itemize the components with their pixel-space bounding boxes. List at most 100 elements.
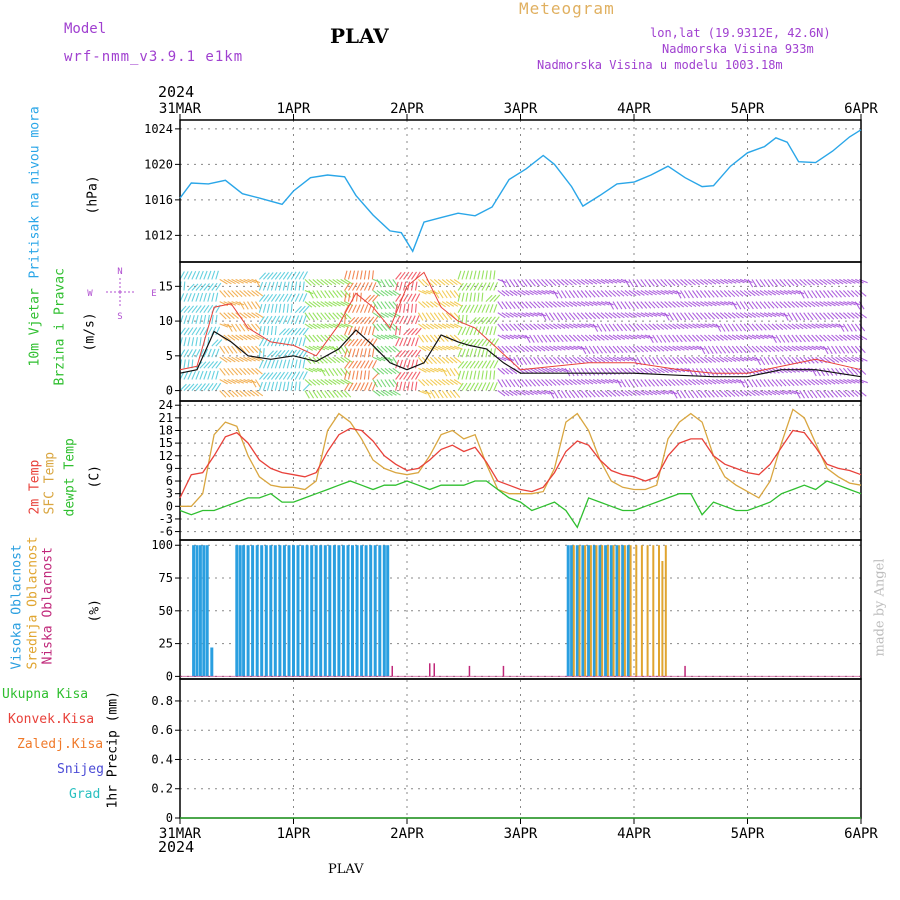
wind-barb — [328, 278, 337, 286]
wind-barb — [827, 356, 836, 363]
wind-barb — [332, 301, 341, 307]
wind-barb — [700, 323, 709, 329]
wind-barb — [223, 345, 230, 354]
wind-barb — [699, 345, 706, 355]
wind-barb — [572, 334, 581, 342]
wind-barb — [672, 312, 679, 321]
wind-barb — [851, 290, 859, 298]
wind-barb — [477, 370, 481, 380]
wind-barb — [481, 304, 487, 313]
wind-barb — [380, 390, 389, 397]
wind-barb — [294, 281, 298, 291]
wind-barb — [395, 359, 400, 369]
wind-barb — [855, 356, 864, 362]
wind-barb — [795, 278, 803, 286]
wind-barb — [608, 334, 617, 341]
wind-barb — [858, 323, 866, 332]
wind-barb — [652, 323, 660, 331]
wind-barb — [644, 345, 653, 353]
wind-barb — [231, 334, 240, 341]
wind-barb — [493, 294, 501, 302]
wind-barb — [477, 316, 485, 325]
wind-barb — [588, 312, 597, 320]
wind-barb — [286, 349, 294, 358]
wind-barb — [831, 367, 838, 376]
wind-barb — [235, 345, 242, 354]
wind-barb — [195, 348, 201, 358]
wind-barb — [807, 323, 816, 329]
wind-barb — [489, 382, 495, 391]
wind-barb — [552, 290, 559, 299]
wind-barb — [421, 323, 431, 330]
wind-barb — [489, 338, 496, 347]
wind-barb — [489, 316, 496, 325]
wind-barb — [219, 356, 228, 363]
wind-barb — [425, 379, 434, 386]
wind-barb — [628, 356, 638, 361]
wind-barb — [529, 390, 538, 395]
high-cloud-bar — [269, 545, 273, 677]
wind-barb — [290, 359, 294, 369]
wind-barb — [835, 312, 843, 320]
wind-barb — [282, 349, 290, 358]
wind-barb — [359, 370, 363, 380]
wind-barb — [660, 334, 667, 343]
wind-barb — [304, 278, 312, 286]
wind-barb — [425, 334, 433, 343]
wind-barb — [719, 390, 728, 398]
wind-barb — [739, 312, 748, 319]
wind-barb — [336, 301, 345, 307]
wind-barb — [616, 379, 622, 388]
wind-barb — [850, 345, 858, 354]
high-cloud-bar — [287, 545, 291, 677]
x-tick-label-bottom: 3APR — [504, 826, 538, 842]
wind-barb — [573, 345, 582, 350]
wind-barb — [803, 345, 813, 351]
wind-barb — [282, 328, 290, 336]
elevation-label: Nadmorska Visina 933m — [662, 42, 814, 56]
wind-barb — [422, 345, 431, 352]
wind-barb — [676, 312, 683, 321]
wind-barb — [799, 334, 806, 343]
wind-barb — [568, 356, 577, 364]
wind-barb — [282, 303, 286, 313]
wind-barb — [411, 371, 417, 380]
wind-barb — [771, 390, 781, 396]
wind-barb — [372, 278, 382, 284]
wind-barb — [445, 312, 453, 320]
wind-barb — [767, 279, 774, 287]
wind-barb — [751, 279, 758, 288]
wind-barb — [298, 315, 303, 325]
wind-barb — [846, 367, 854, 376]
y-tick-label: 75 — [159, 571, 173, 585]
wind-barb — [680, 390, 686, 399]
wind-barb — [656, 390, 666, 395]
wind-barb — [775, 290, 785, 296]
wind-barb — [604, 301, 614, 306]
wind-barb — [195, 370, 200, 380]
wind-barb — [187, 327, 194, 336]
wind-barb — [363, 270, 367, 280]
wind-barb — [739, 301, 746, 310]
wind-barb — [336, 312, 344, 320]
wind-barb — [485, 294, 493, 302]
wind-barb — [418, 289, 427, 295]
wind-barb — [517, 290, 526, 296]
wind-barb — [429, 278, 438, 286]
wind-barb — [469, 338, 477, 347]
wind-barb — [676, 345, 685, 351]
wind-barb — [355, 304, 361, 313]
wind-barb — [664, 379, 672, 387]
wind-barb — [243, 345, 250, 354]
wind-barb — [771, 356, 778, 365]
wind-barb — [819, 379, 828, 385]
wind-barb — [255, 390, 264, 397]
wind-barb — [183, 271, 189, 280]
wind-barb — [688, 368, 694, 377]
wind-barb — [332, 334, 340, 342]
wind-barb — [247, 290, 255, 297]
wind-barb — [351, 370, 355, 380]
wind-barb — [699, 390, 707, 398]
wind-barb — [843, 290, 851, 298]
wind-barb — [751, 301, 758, 310]
